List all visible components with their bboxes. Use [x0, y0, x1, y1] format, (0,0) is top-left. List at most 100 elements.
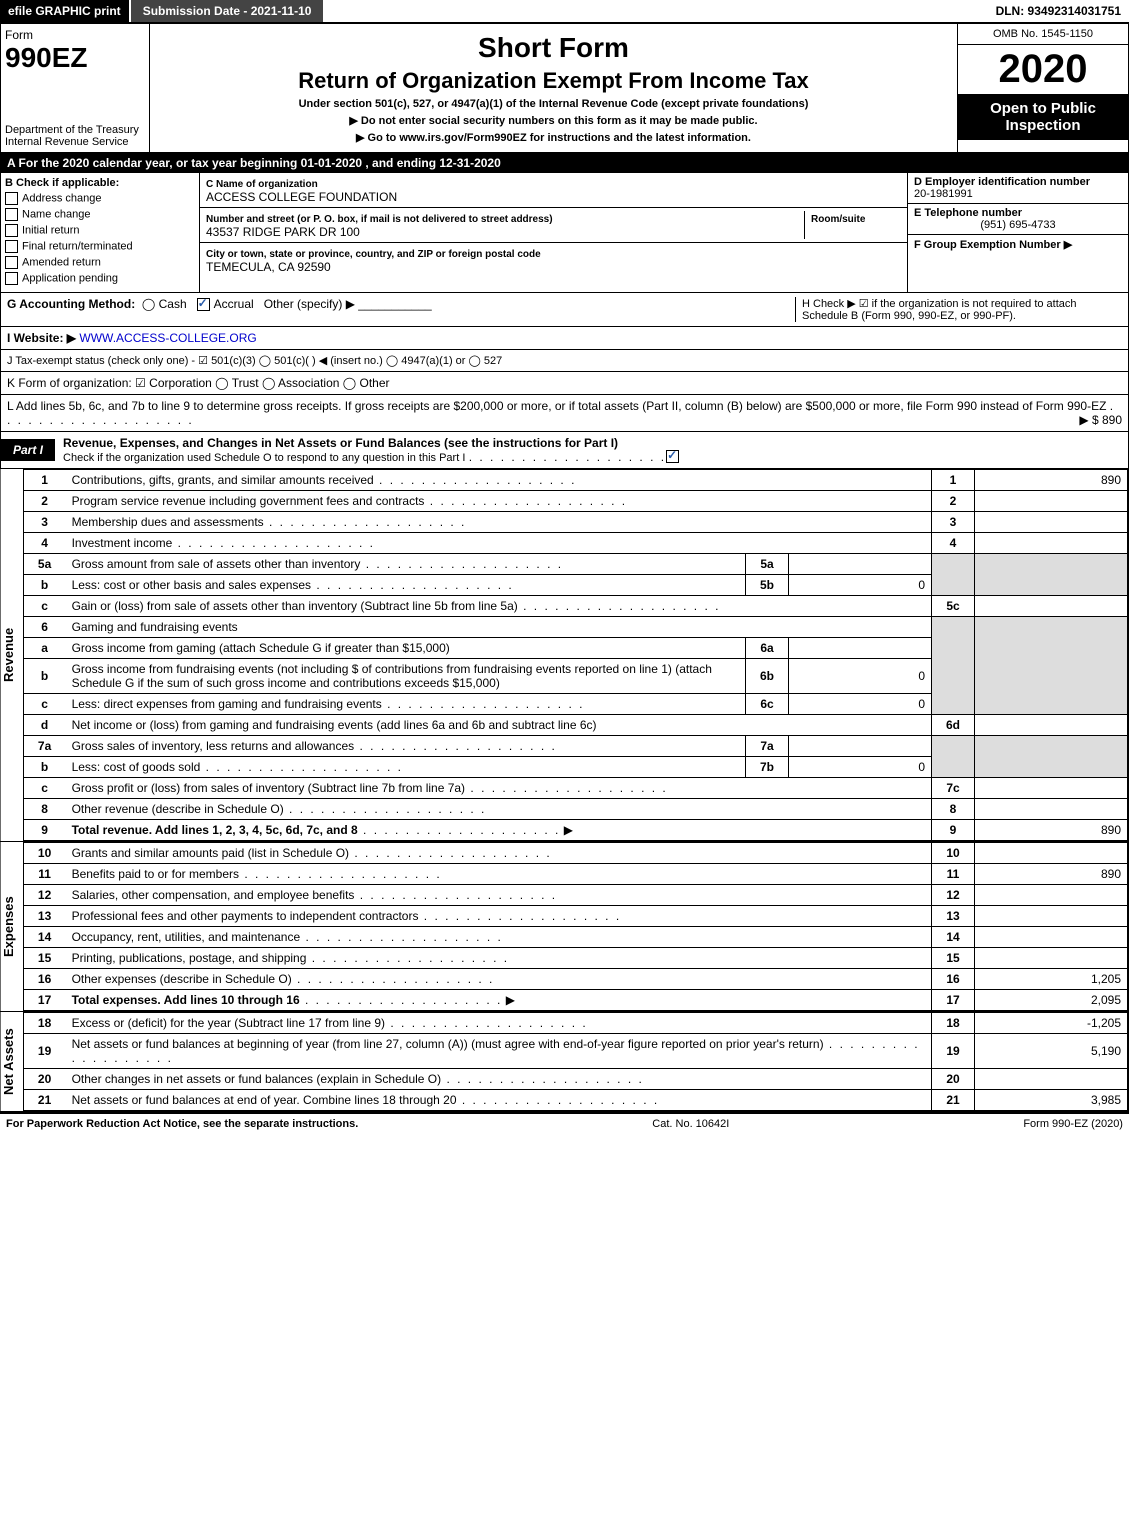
footer-left: For Paperwork Reduction Act Notice, see … — [6, 1118, 358, 1130]
line-14: 14Occupancy, rent, utilities, and mainte… — [23, 927, 1127, 948]
period-bar: A For the 2020 calendar year, or tax yea… — [1, 153, 1128, 173]
f-label: F Group Exemption Number ▶ — [914, 239, 1072, 251]
form-container: Form 990EZ Department of the Treasury In… — [0, 23, 1129, 1114]
net-assets-side-label: Net Assets — [1, 1012, 23, 1111]
schedule-o-check[interactable] — [666, 450, 679, 463]
line-6d: dNet income or (loss) from gaming and fu… — [23, 715, 1127, 736]
c-label: C Name of organization — [206, 179, 318, 190]
l-value: ▶ $ 890 — [1079, 413, 1122, 427]
short-form-title: Short Form — [478, 32, 629, 64]
line-16: 16Other expenses (describe in Schedule O… — [23, 969, 1127, 990]
department: Department of the Treasury Internal Reve… — [5, 124, 145, 148]
expenses-side-label: Expenses — [1, 842, 23, 1011]
subtitle: Under section 501(c), 527, or 4947(a)(1)… — [299, 98, 809, 110]
form-number: 990EZ — [5, 42, 145, 74]
top-bar: efile GRAPHIC print Submission Date - 20… — [0, 0, 1129, 23]
city-label: City or town, state or province, country… — [206, 249, 541, 260]
footer: For Paperwork Reduction Act Notice, see … — [0, 1114, 1129, 1134]
section-b-checks: B Check if applicable: Address change Na… — [1, 173, 200, 292]
footer-right: Form 990-EZ (2020) — [1023, 1118, 1123, 1130]
efile-label[interactable]: efile GRAPHIC print — [0, 0, 129, 22]
form-word: Form — [5, 28, 145, 42]
row-l: L Add lines 5b, 6c, and 7b to line 9 to … — [1, 395, 1128, 432]
form-header: Form 990EZ Department of the Treasury In… — [1, 24, 1128, 153]
line-17: 17Total expenses. Add lines 10 through 1… — [23, 990, 1127, 1011]
g-label: G Accounting Method: — [7, 297, 135, 311]
check-name-change[interactable]: Name change — [5, 208, 195, 221]
line-7c: cGross profit or (loss) from sales of in… — [23, 778, 1127, 799]
omb-number: OMB No. 1545-1150 — [958, 24, 1128, 45]
line-6: 6Gaming and fundraising events — [23, 617, 1127, 638]
line-5a: 5aGross amount from sale of assets other… — [23, 554, 1127, 575]
row-k: K Form of organization: ☑ Corporation ◯ … — [1, 372, 1128, 395]
street: 43537 RIDGE PARK DR 100 — [206, 225, 360, 239]
line-10: 10Grants and similar amounts paid (list … — [23, 843, 1127, 864]
e-label: E Telephone number — [914, 207, 1022, 219]
header-left: Form 990EZ Department of the Treasury In… — [1, 24, 150, 152]
expenses-section: Expenses 10Grants and similar amounts pa… — [1, 842, 1128, 1012]
i-label: I Website: ▶ — [7, 331, 76, 345]
line-13: 13Professional fees and other payments t… — [23, 906, 1127, 927]
line-12: 12Salaries, other compensation, and empl… — [23, 885, 1127, 906]
check-final-return[interactable]: Final return/terminated — [5, 240, 195, 253]
irs-label: Internal Revenue Service — [5, 136, 129, 148]
line-2: 2Program service revenue including gover… — [23, 491, 1127, 512]
part1-label: Part I — [1, 439, 55, 461]
line-21: 21Net assets or fund balances at end of … — [23, 1090, 1127, 1111]
revenue-side-label: Revenue — [1, 469, 23, 841]
org-right: D Employer identification number 20-1981… — [907, 173, 1128, 292]
dept-treasury: Department of the Treasury — [5, 124, 139, 136]
website-link[interactable]: WWW.ACCESS-COLLEGE.ORG — [79, 331, 256, 345]
expenses-table: 10Grants and similar amounts paid (list … — [23, 842, 1128, 1011]
line-4: 4Investment income4 — [23, 533, 1127, 554]
instructions-text: ▶ Go to www.irs.gov/Form990EZ for instru… — [356, 132, 751, 144]
ein: 20-1981991 — [914, 188, 973, 200]
phone: (951) 695-4733 — [914, 219, 1122, 231]
l-text: L Add lines 5b, 6c, and 7b to line 9 to … — [7, 399, 1106, 413]
h-text: H Check ▶ ☑ if the organization is not r… — [795, 297, 1122, 322]
revenue-table: 1Contributions, gifts, grants, and simil… — [23, 469, 1128, 841]
main-title: Return of Organization Exempt From Incom… — [298, 68, 809, 94]
org-name: ACCESS COLLEGE FOUNDATION — [206, 190, 397, 204]
header-center: Short Form Return of Organization Exempt… — [150, 24, 957, 152]
line-20: 20Other changes in net assets or fund ba… — [23, 1069, 1127, 1090]
revenue-section: Revenue 1Contributions, gifts, grants, a… — [1, 469, 1128, 842]
d-label: D Employer identification number — [914, 176, 1090, 188]
line-9: 9Total revenue. Add lines 1, 2, 3, 4, 5c… — [23, 820, 1127, 841]
check-initial-return[interactable]: Initial return — [5, 224, 195, 237]
city-state-zip: TEMECULA, CA 92590 — [206, 260, 331, 274]
check-amended-return[interactable]: Amended return — [5, 256, 195, 269]
warning-ssn: ▶ Do not enter social security numbers o… — [349, 114, 757, 127]
check-header: B Check if applicable: — [5, 177, 195, 189]
line-8: 8Other revenue (describe in Schedule O)8 — [23, 799, 1127, 820]
header-right: OMB No. 1545-1150 2020 Open to Public In… — [957, 24, 1128, 152]
instructions-link[interactable]: ▶ Go to www.irs.gov/Form990EZ for instru… — [356, 131, 751, 144]
part1-check-note: Check if the organization used Schedule … — [63, 452, 465, 464]
line-3: 3Membership dues and assessments3 — [23, 512, 1127, 533]
line-5c: cGain or (loss) from sale of assets othe… — [23, 596, 1127, 617]
part1-header: Part I Revenue, Expenses, and Changes in… — [1, 432, 1128, 469]
check-application-pending[interactable]: Application pending — [5, 272, 195, 285]
addr-label: Number and street (or P. O. box, if mail… — [206, 214, 553, 225]
g-options[interactable]: ◯ Cash Accrual Other (specify) ▶ _______… — [139, 297, 432, 311]
net-assets-section: Net Assets 18Excess or (deficit) for the… — [1, 1012, 1128, 1113]
line-18: 18Excess or (deficit) for the year (Subt… — [23, 1013, 1127, 1034]
net-assets-table: 18Excess or (deficit) for the year (Subt… — [23, 1012, 1128, 1111]
row-i: I Website: ▶ WWW.ACCESS-COLLEGE.ORG — [1, 327, 1128, 350]
part1-title: Revenue, Expenses, and Changes in Net As… — [55, 432, 695, 468]
line-7a: 7aGross sales of inventory, less returns… — [23, 736, 1127, 757]
footer-mid: Cat. No. 10642I — [652, 1118, 729, 1130]
org-block: B Check if applicable: Address change Na… — [1, 173, 1128, 293]
line-19: 19Net assets or fund balances at beginni… — [23, 1034, 1127, 1069]
org-mid: C Name of organization ACCESS COLLEGE FO… — [200, 173, 907, 292]
tax-year: 2020 — [958, 45, 1128, 94]
row-j: J Tax-exempt status (check only one) - ☑… — [1, 350, 1128, 372]
row-g-h: G Accounting Method: ◯ Cash Accrual Othe… — [1, 293, 1128, 327]
dln: DLN: 93492314031751 — [988, 0, 1129, 22]
line-1: 1Contributions, gifts, grants, and simil… — [23, 470, 1127, 491]
submission-date: Submission Date - 2021-11-10 — [129, 0, 324, 22]
check-address-change[interactable]: Address change — [5, 192, 195, 205]
room-label: Room/suite — [811, 214, 865, 225]
open-public-badge: Open to Public Inspection — [958, 94, 1128, 140]
line-11: 11Benefits paid to or for members11890 — [23, 864, 1127, 885]
